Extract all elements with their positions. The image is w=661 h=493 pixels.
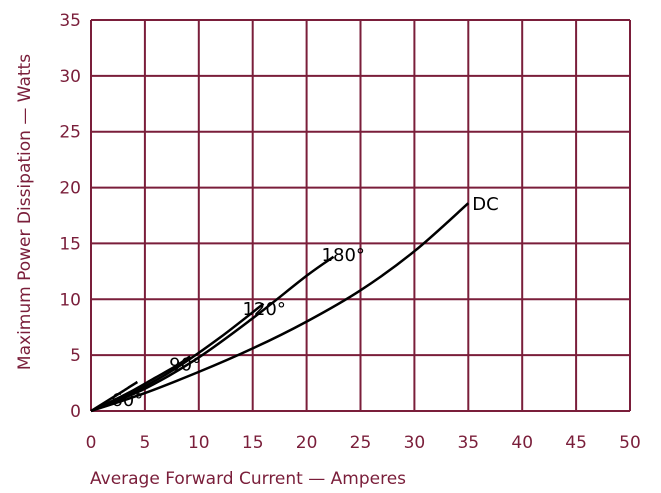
y-tick-label: 20 [59,179,81,199]
y-tick-label: 15 [59,234,81,254]
x-tick-label: 15 [242,433,264,453]
y-tick-label: 30 [59,67,81,87]
curve-5 [90,202,470,413]
curve-label: 90° [169,354,201,375]
curve-label: 120° [242,299,285,320]
curve-label: DC [472,194,498,215]
x-tick-label: 20 [296,433,318,453]
curves [90,202,470,413]
x-tick-label: 50 [619,433,641,453]
x-tick-label: 0 [86,433,97,453]
curve-4 [90,255,335,413]
y-axis-ticks: 0 5 10 15 20 25 30 35 [59,11,81,422]
curve-labels: 60° 90° 120° 180° DC [111,194,498,411]
x-tick-label: 40 [511,433,533,453]
x-tick-label: 45 [565,433,587,453]
y-axis-title: Maximum Power Dissipation — Watts [15,54,35,370]
y-tick-label: 10 [59,290,81,310]
x-tick-label: 30 [404,433,426,453]
y-tick-label: 35 [59,11,81,31]
y-tick-label: 0 [70,402,81,422]
x-axis-title: Average Forward Current — Amperes [90,469,406,489]
x-tick-label: 25 [350,433,372,453]
grid [90,19,631,412]
curve-label: 180° [322,245,365,266]
y-tick-label: 5 [70,346,81,366]
x-tick-label: 10 [188,433,210,453]
x-tick-label: 35 [457,433,479,453]
curve-label: 60° [111,390,143,411]
x-axis-ticks: 0 5 10 15 20 25 30 35 40 45 50 [86,433,641,453]
x-tick-label: 5 [139,433,150,453]
y-tick-label: 25 [59,123,81,143]
